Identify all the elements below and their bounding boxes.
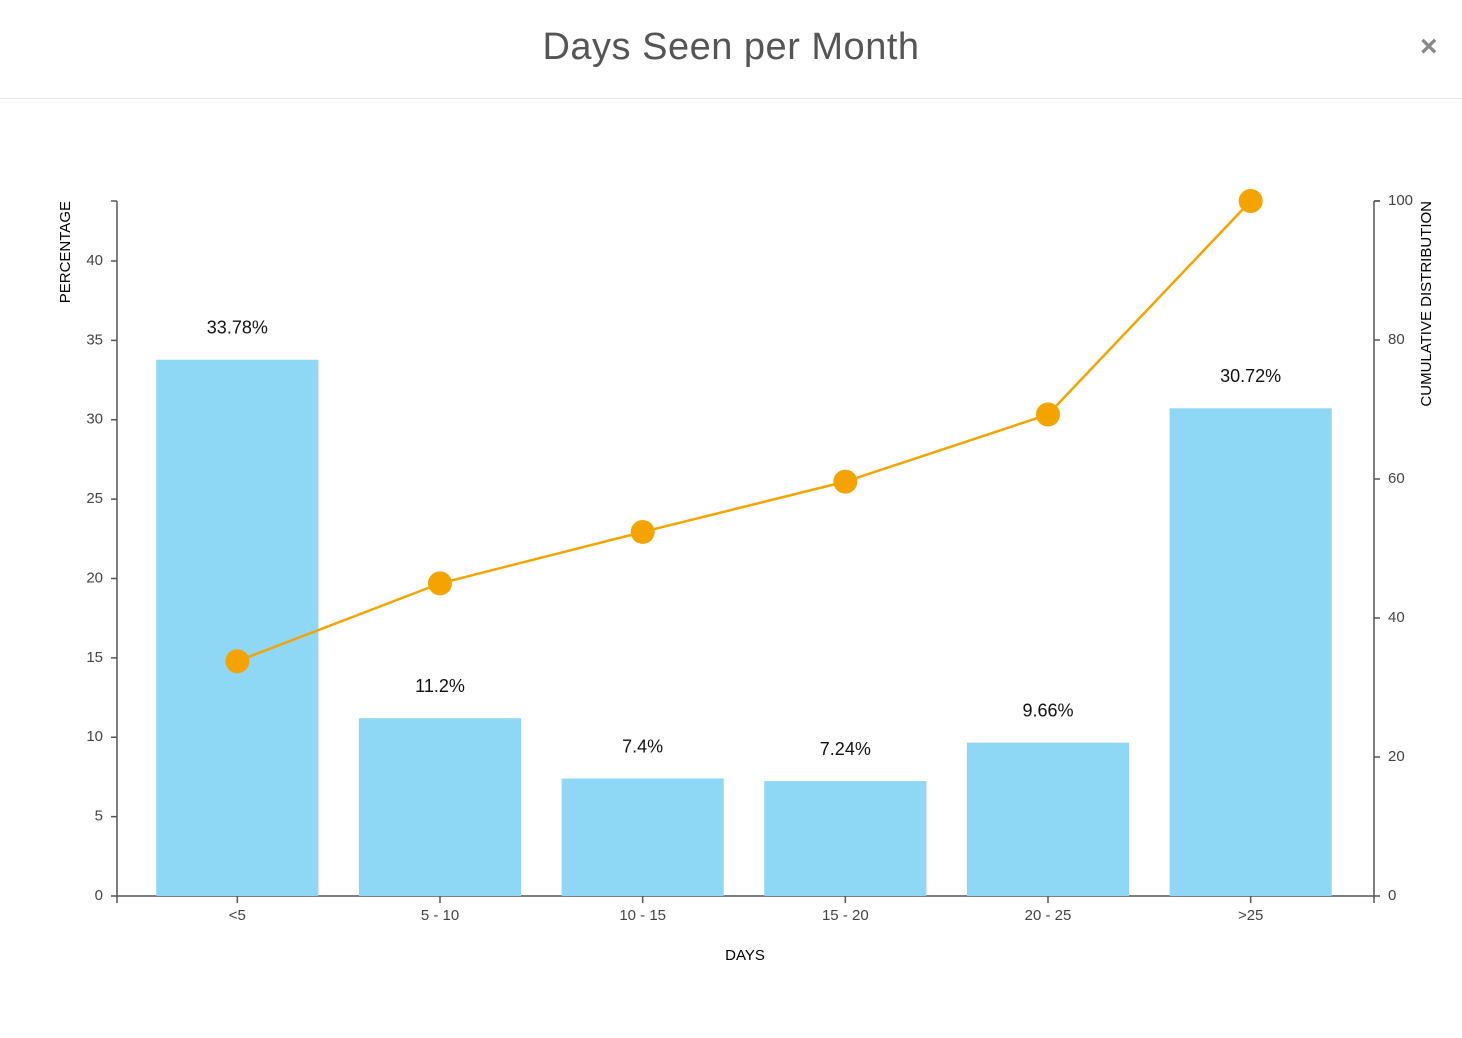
y2-axis-label: CUMULATIVE DISTRIBUTION (1418, 201, 1435, 407)
y2-tick-label: 40 (1388, 609, 1405, 626)
y-tick-label: 25 (86, 490, 103, 507)
x-axis-label: DAYS (725, 947, 765, 964)
x-tick-label: <5 (229, 907, 246, 924)
point (225, 649, 250, 674)
y-tick-label: 20 (86, 569, 103, 586)
y-axis-label: PERCENTAGE (57, 201, 74, 303)
chart-title: Days Seen per Month (542, 26, 920, 68)
point (1238, 189, 1263, 213)
y2-tick-label: 60 (1388, 470, 1405, 487)
x-tick-label: 5 - 10 (421, 907, 459, 924)
y2-tick-label: 0 (1388, 887, 1396, 904)
bar (156, 359, 319, 896)
modal-header: Days Seen per Month × (0, 0, 1462, 99)
line (236, 200, 1252, 663)
x-tick-label: 20 - 25 (1025, 907, 1072, 924)
y2-tick-label: 80 (1388, 331, 1405, 348)
bar (561, 778, 724, 896)
y-tick-label: 0 (95, 887, 103, 904)
data-label: 9.66% (1022, 700, 1073, 720)
point (1036, 402, 1060, 427)
y-tick-label: 5 (95, 808, 103, 825)
bar (966, 742, 1130, 896)
x-tick-label: 15 - 20 (822, 907, 869, 924)
data-label: 11.2% (415, 676, 465, 696)
point (630, 519, 655, 544)
data-label: 33.78% (207, 317, 268, 337)
data-label: 7.4% (622, 736, 663, 756)
y2-tick-label: 100 (1388, 192, 1413, 209)
axes (111, 200, 1380, 903)
point (833, 469, 858, 494)
y-tick-label: 30 (86, 411, 103, 428)
y-tick-label: 10 (86, 728, 103, 745)
x-tick-label: 10 - 15 (619, 907, 666, 924)
bar (358, 718, 522, 896)
point (428, 571, 452, 596)
bar (1169, 408, 1332, 896)
y-tick-label: 35 (86, 331, 103, 348)
close-button[interactable]: × (1420, 30, 1438, 63)
y-tick-label: 40 (86, 252, 103, 269)
x-tick-label: >25 (1238, 907, 1263, 924)
data-label: 7.24% (820, 739, 871, 759)
y-tick-label: 15 (86, 649, 103, 666)
y2-tick-label: 20 (1388, 748, 1405, 765)
bar (764, 781, 927, 896)
data-label: 30.72% (1220, 366, 1281, 386)
